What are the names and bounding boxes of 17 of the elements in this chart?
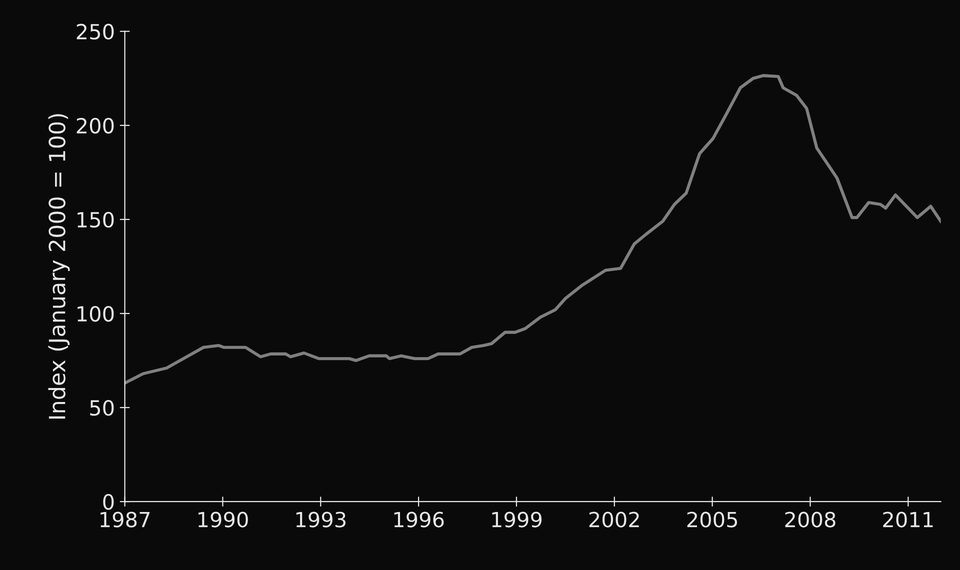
y-tick-label: 250: [76, 24, 114, 40]
y-tick-label: 50: [90, 400, 114, 416]
x-tick-label: 1987: [100, 512, 150, 528]
x-tick-label: 1996: [394, 512, 444, 528]
y-tick-label: 150: [78, 212, 114, 228]
x-tick-label: 2002: [589, 512, 639, 528]
y-tick-label: 0: [103, 494, 114, 510]
x-tick-label: 1993: [296, 512, 346, 528]
y-tick-label: 100: [78, 306, 114, 322]
x-tick-label: 2005: [687, 512, 738, 528]
x-tick-label: 2011: [883, 512, 933, 528]
y-axis-title: Index (January 2000 = 100): [48, 114, 70, 419]
x-tick-label: 2008: [785, 512, 836, 528]
x-tick-label: 1990: [198, 512, 248, 528]
line-series: [124, 74, 941, 385]
y-tick-label: 200: [76, 118, 114, 134]
x-tick-label: 1999: [492, 512, 542, 528]
